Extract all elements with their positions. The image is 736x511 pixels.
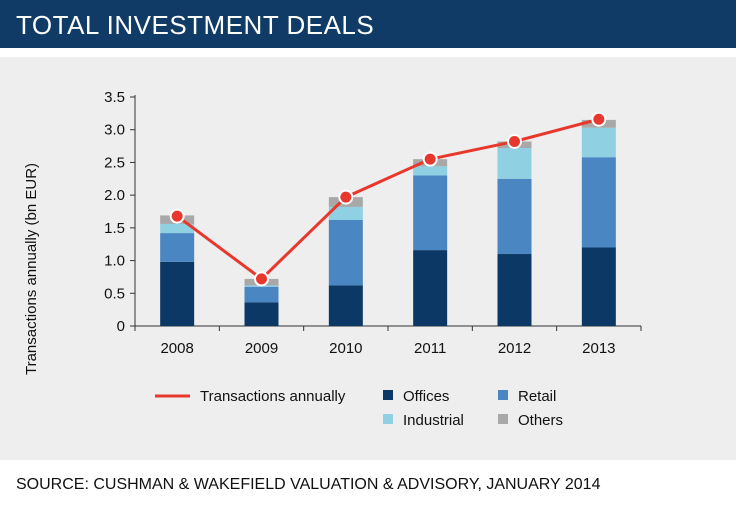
legend-label: Industrial bbox=[403, 412, 464, 429]
legend-label: Retail bbox=[518, 388, 556, 405]
bar-segment-retail bbox=[244, 286, 279, 303]
chart-line bbox=[169, 111, 607, 287]
bar-segment-retail bbox=[160, 233, 195, 262]
line-point bbox=[169, 208, 185, 224]
line-point bbox=[254, 271, 269, 287]
x-tick-label: 2010 bbox=[329, 340, 362, 357]
chart: 0 0.5 1.0 1.5 2.0 2.5 3.0 3.5 2008 2009 2010 2011 20… bbox=[23, 89, 642, 429]
header-bar: TOTAL INVESTMENT DEALS bbox=[0, 0, 736, 48]
bar-segment-retail bbox=[581, 157, 616, 248]
source-note: SOURCE: CUSHMAN & WAKEFIELD VALUATION & … bbox=[16, 476, 601, 493]
transactions-line bbox=[176, 117, 600, 281]
bar-segment-industrial bbox=[160, 223, 195, 234]
y-tick-label: 0.5 bbox=[104, 285, 125, 302]
bar-segment-offices bbox=[328, 285, 363, 326]
y-tick-label: 2.5 bbox=[104, 154, 125, 171]
chart-bars bbox=[160, 119, 616, 326]
legend-swatch bbox=[498, 390, 508, 400]
y-tick-label: 1.0 bbox=[104, 253, 125, 270]
legend-label: Others bbox=[518, 412, 563, 429]
chart-axes: 0 0.5 1.0 1.5 2.0 2.5 3.0 3.5 2008 2009 2010 2011 20… bbox=[104, 89, 642, 357]
x-tick-label: 2012 bbox=[498, 340, 531, 357]
bar-segment-offices bbox=[581, 247, 616, 326]
bar-segment-retail bbox=[413, 175, 448, 251]
line-point bbox=[338, 189, 354, 205]
bar-segment-retail bbox=[497, 178, 532, 255]
bar-segment-offices bbox=[160, 261, 195, 326]
page-title: TOTAL INVESTMENT DEALS bbox=[16, 10, 375, 40]
x-tick-label: 2011 bbox=[414, 340, 446, 357]
x-tick-label: 2013 bbox=[582, 340, 615, 357]
y-tick-label: 3.0 bbox=[104, 122, 125, 139]
y-axis-label: Transactions annually (bn EUR) bbox=[23, 163, 40, 375]
bar-segment-industrial bbox=[328, 206, 363, 221]
legend-label: Offices bbox=[403, 388, 449, 405]
y-tick-label: 2.0 bbox=[104, 187, 125, 204]
line-point bbox=[422, 151, 438, 167]
line-point bbox=[591, 111, 607, 127]
bar-segment-industrial bbox=[581, 127, 616, 158]
bar-segment-industrial bbox=[413, 166, 448, 176]
legend-swatch bbox=[383, 390, 393, 400]
legend-swatch bbox=[383, 414, 393, 424]
bar-segment-offices bbox=[497, 254, 532, 326]
bar-segment-offices bbox=[244, 302, 279, 326]
chart-legend: Transactions annually Offices Retail Indust… bbox=[155, 388, 563, 429]
legend-swatch bbox=[498, 414, 508, 424]
bar-segment-industrial bbox=[497, 148, 532, 179]
y-tick-label: 1.5 bbox=[104, 220, 125, 237]
bar-segment-offices bbox=[413, 250, 448, 326]
y-tick-label: 0 bbox=[117, 318, 125, 335]
line-point bbox=[507, 133, 522, 149]
x-tick-label: 2008 bbox=[160, 340, 193, 357]
chart-panel: 0 0.5 1.0 1.5 2.0 2.5 3.0 3.5 2008 2009 2010 2011 20… bbox=[0, 57, 736, 460]
legend-label: Transactions annually bbox=[200, 388, 346, 405]
x-tick-label: 2009 bbox=[245, 340, 278, 357]
y-tick-label: 3.5 bbox=[104, 89, 125, 106]
bar-segment-retail bbox=[328, 220, 363, 286]
